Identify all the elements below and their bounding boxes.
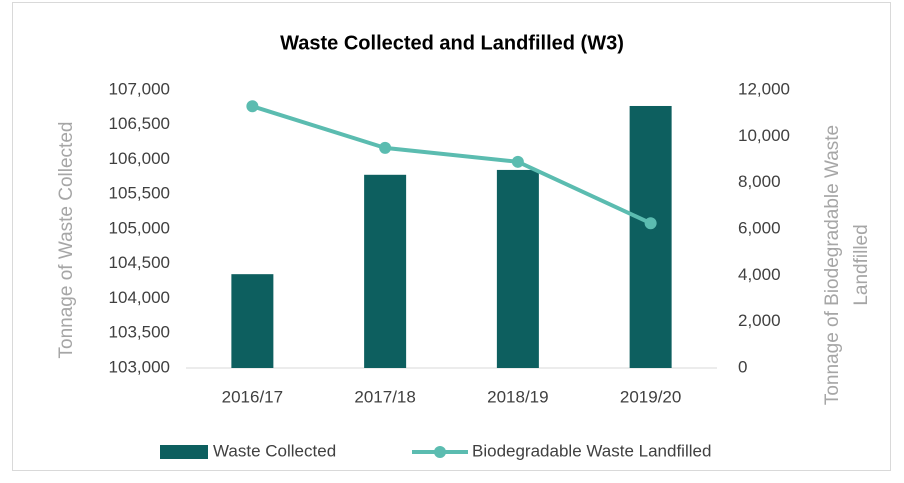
y2-tick-label: 2,000 (738, 311, 781, 330)
y-tick-label: 104,500 (109, 253, 170, 272)
y-tick-label: 105,500 (109, 184, 170, 203)
legend-label: Biodegradable Waste Landfilled (472, 441, 711, 460)
y-tick-label: 107,000 (109, 79, 170, 98)
y2-tick-label: 12,000 (738, 79, 790, 98)
y2-tick-label: 6,000 (738, 218, 781, 237)
y-tick-label: 103,000 (109, 357, 170, 376)
line (251, 104, 652, 226)
bar (231, 274, 274, 368)
y2-tick-label: 4,000 (738, 265, 781, 284)
x-tick-label: 2018/19 (487, 387, 548, 406)
legend-label: Waste Collected (213, 441, 336, 460)
legend-swatch (160, 445, 208, 459)
y2-tick-label: 10,000 (738, 126, 790, 145)
line-marker (379, 141, 392, 154)
y-tick-label: 103,500 (109, 323, 170, 342)
line-marker (644, 217, 657, 230)
y-tick-label: 106,000 (109, 149, 170, 168)
x-tick-label: 2016/17 (222, 387, 283, 406)
line-marker (511, 155, 524, 168)
y-tick-label: 106,500 (109, 114, 170, 133)
line-marker (246, 100, 259, 113)
y-tick-label: 104,000 (109, 288, 170, 307)
y-axis-title: Tonnage of Waste Collected (56, 122, 77, 359)
x-tick-label: 2017/18 (354, 387, 415, 406)
y2-tick-label: 8,000 (738, 172, 781, 191)
y2-axis-title: Landfilled (851, 224, 872, 305)
y2-tick-label: 0 (738, 357, 747, 376)
y-tick-label: 105,000 (109, 218, 170, 237)
bar (629, 105, 672, 369)
chart-title: Waste Collected and Landfilled (W3) (280, 32, 624, 54)
x-tick-label: 2019/20 (620, 387, 681, 406)
bar (364, 174, 407, 368)
bar (496, 169, 539, 368)
y2-axis-title: Tonnage of Biodegradable Waste (822, 125, 843, 405)
chart-border (12, 2, 891, 471)
legend-marker (434, 446, 446, 458)
